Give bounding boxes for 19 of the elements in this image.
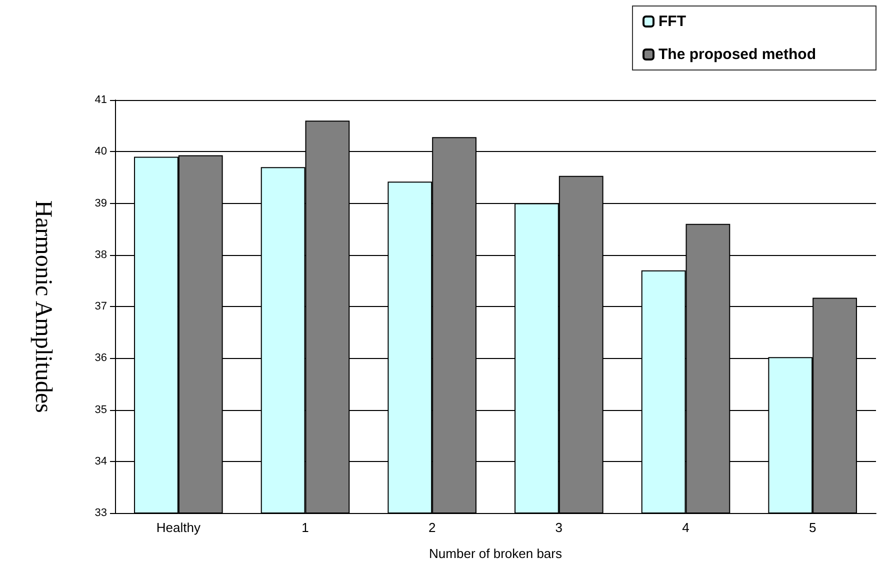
y-tick-label: 38 [94, 248, 107, 261]
x-tick-label: 3 [555, 520, 563, 535]
x-tick-label: Healthy [156, 520, 201, 535]
y-tick-label: 35 [94, 404, 107, 416]
y-tick-label: 40 [94, 146, 107, 158]
x-axis-title: Number of broken bars [429, 546, 562, 561]
y-tick-label: 41 [94, 94, 107, 106]
x-tick-label: 4 [682, 520, 690, 535]
y-tick-label: 34 [94, 455, 107, 468]
y-tick-label: 36 [94, 352, 107, 364]
y-tick-label: 39 [94, 197, 107, 210]
x-tick-label: 2 [428, 520, 436, 535]
y-tick-label: 33 [94, 507, 107, 519]
legend-label: FFT [658, 13, 686, 30]
x-tick-label: 5 [808, 520, 816, 535]
y-tick-label: 37 [94, 300, 107, 312]
legend-label: The proposed method [658, 46, 816, 63]
x-tick-label: 1 [302, 520, 309, 535]
y-axis-title: Harmonic Amplitudes [30, 200, 56, 413]
